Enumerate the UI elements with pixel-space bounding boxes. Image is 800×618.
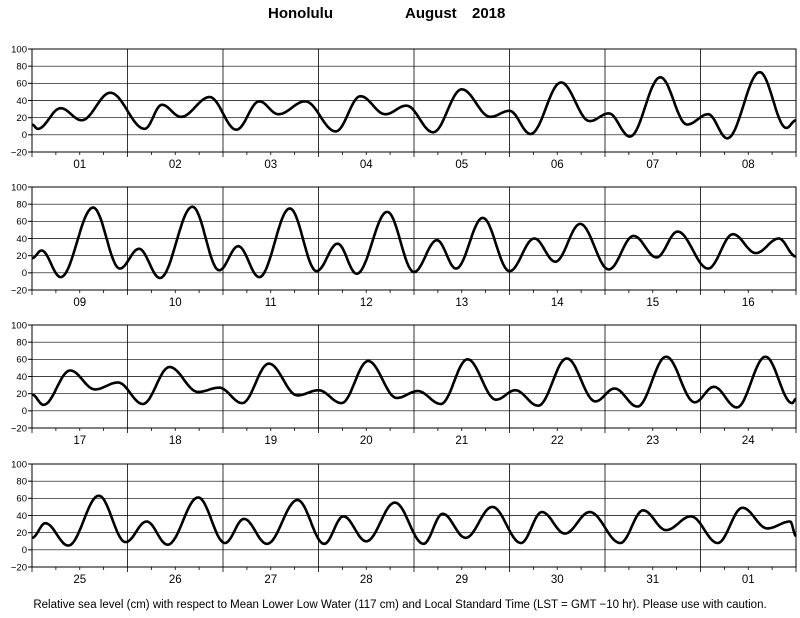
day-label: 07 — [646, 159, 659, 171]
day-label: 28 — [360, 574, 373, 586]
y-tick-label: 40 — [16, 372, 27, 383]
day-label: 24 — [742, 435, 755, 447]
day-label: 20 — [360, 435, 373, 447]
day-label: 25 — [73, 574, 86, 586]
y-tick-label: 0 — [22, 130, 27, 141]
tide-curve — [31, 355, 797, 409]
y-tick-label: 40 — [16, 96, 27, 107]
day-label: 26 — [169, 574, 182, 586]
tide-curve — [31, 70, 797, 140]
tide-panel-4: −20 0 20 40 60 80 100 25 26 27 28 29 30 31 01 — [11, 459, 797, 586]
day-label: 29 — [455, 574, 468, 586]
day-label: 01 — [742, 574, 755, 586]
day-label: 23 — [646, 435, 659, 447]
day-label: 12 — [360, 297, 373, 309]
day-label: 03 — [264, 159, 277, 171]
y-tick-label: 20 — [16, 389, 27, 400]
y-tick-label: 40 — [16, 234, 27, 245]
day-label: 31 — [646, 574, 659, 586]
day-label: 17 — [73, 435, 86, 447]
day-label: 08 — [742, 159, 755, 171]
day-label: 05 — [455, 159, 468, 171]
tide-panel-1: −20 0 20 40 60 80 100 01 02 03 04 05 06 07 08 — [11, 44, 797, 171]
y-tick-label: 100 — [11, 182, 27, 193]
day-label: 04 — [360, 159, 373, 171]
chart-caption: Relative sea level (cm) with respect to … — [33, 599, 767, 611]
y-tick-label: 60 — [16, 79, 27, 90]
y-tick-label: 80 — [16, 61, 27, 72]
day-label: 21 — [455, 435, 468, 447]
day-label: 18 — [169, 435, 182, 447]
y-tick-label: 80 — [16, 476, 27, 487]
y-tick-label: 20 — [16, 251, 27, 262]
y-tick-label: 0 — [22, 545, 27, 556]
day-label: 14 — [551, 297, 564, 309]
y-tick-label: 20 — [16, 528, 27, 539]
day-label: 02 — [169, 159, 182, 171]
day-label: 19 — [264, 435, 277, 447]
day-label: 11 — [265, 297, 277, 309]
day-label: 22 — [551, 435, 564, 447]
y-tick-label: 0 — [22, 268, 27, 279]
day-label: 13 — [455, 297, 468, 309]
day-label: 10 — [169, 297, 182, 309]
day-label: 30 — [551, 574, 564, 586]
day-label: 15 — [646, 297, 659, 309]
tide-curve — [31, 205, 797, 280]
day-label: 27 — [264, 574, 277, 586]
day-label: 01 — [73, 159, 86, 171]
y-tick-label: 80 — [16, 337, 27, 348]
tide-panel-2: −20 0 20 40 60 80 100 09 10 11 12 13 14 15 16 — [11, 182, 797, 309]
y-tick-label: −20 — [11, 423, 27, 434]
y-tick-label: 80 — [16, 199, 27, 210]
y-tick-label: 0 — [22, 406, 27, 417]
y-tick-label: −20 — [11, 147, 27, 158]
year-label: 2018 — [472, 5, 506, 22]
y-tick-label: −20 — [11, 285, 27, 296]
tide-panel-3: −20 0 20 40 60 80 100 17 18 19 20 21 22 23 24 — [11, 320, 797, 447]
day-label: 16 — [742, 297, 755, 309]
month-label: August — [405, 5, 457, 22]
y-tick-label: 100 — [11, 459, 27, 470]
y-tick-label: −20 — [11, 562, 27, 573]
tide-curve — [31, 494, 797, 547]
chart-title: Honolulu August 2018 — [0, 5, 800, 27]
y-tick-label: 60 — [16, 355, 27, 366]
y-tick-label: 20 — [16, 113, 27, 124]
day-label: 09 — [73, 297, 86, 309]
day-label: 06 — [551, 159, 564, 171]
y-tick-label: 60 — [16, 217, 27, 228]
y-tick-label: 40 — [16, 511, 27, 522]
y-tick-label: 100 — [11, 44, 27, 55]
y-tick-label: 100 — [11, 320, 27, 331]
y-tick-label: 60 — [16, 494, 27, 505]
station-name: Honolulu — [268, 5, 333, 22]
